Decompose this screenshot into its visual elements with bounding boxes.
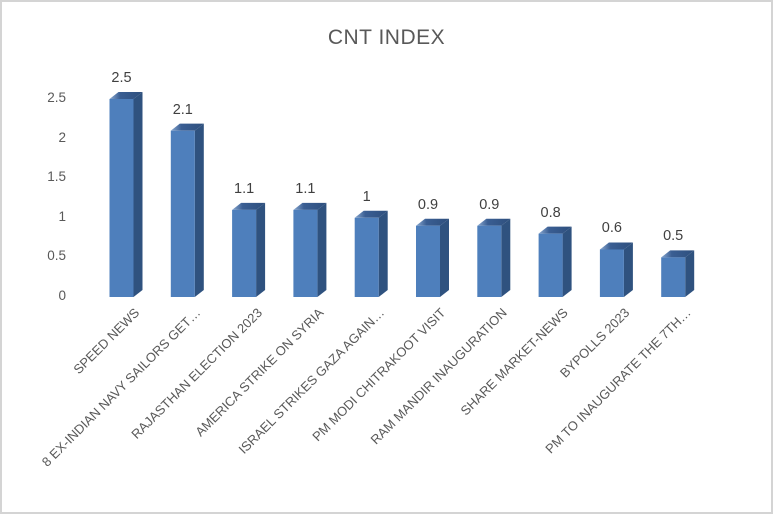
bar-top-face[interactable] [477,218,511,226]
bar-top-face[interactable] [599,242,633,250]
y-axis-tick-label: 1 [58,208,66,224]
bar[interactable] [170,130,195,297]
bar[interactable] [232,209,257,297]
bar-side-face[interactable] [623,242,633,297]
bar-side-face[interactable] [685,250,695,297]
bar[interactable] [354,217,379,297]
bar[interactable] [599,249,624,297]
bar-side-face[interactable] [562,226,572,297]
bar[interactable] [293,209,318,297]
bar-side-face[interactable] [378,210,388,297]
y-axis-tick-label: 0.5 [47,248,66,264]
data-label: 0.5 [663,228,684,245]
bar-side-face[interactable] [440,218,449,297]
data-label: 1.1 [295,180,316,197]
bar-top-face[interactable] [293,202,327,210]
bar-top-face[interactable] [109,92,143,99]
bar-side-face[interactable] [133,92,143,297]
data-label: 0.9 [479,196,500,213]
y-axis-tick-label: 0 [58,288,66,303]
bar[interactable] [109,99,134,297]
data-label: 1 [362,188,371,205]
bar-side-face[interactable] [501,218,511,297]
bar-top-face[interactable] [661,250,695,258]
y-axis-tick-label: 2 [58,129,66,145]
data-label: 0.8 [540,204,561,221]
bar-top-face[interactable] [232,202,266,210]
bar-top-face[interactable] [538,226,572,234]
bar-side-face[interactable] [317,202,327,297]
y-axis-tick-label: 1.5 [47,169,66,185]
data-label: 0.6 [601,220,622,237]
chart-title: CNT INDEX [327,26,446,49]
bar-side-face[interactable] [194,123,204,298]
bar[interactable] [661,257,686,297]
bar-top-face[interactable] [416,218,449,226]
bar-top-face[interactable] [354,210,388,218]
bar[interactable] [538,233,563,297]
bar-top-face[interactable] [170,123,204,131]
bar-side-face[interactable] [256,202,266,297]
y-axis-tick-label: 2.5 [47,90,66,105]
bar[interactable] [477,225,502,297]
data-label: 2.5 [111,70,132,86]
data-label: 0.9 [417,196,439,213]
bar[interactable] [416,225,440,297]
data-label: 1.1 [234,180,255,197]
data-label: 2.1 [172,101,193,118]
